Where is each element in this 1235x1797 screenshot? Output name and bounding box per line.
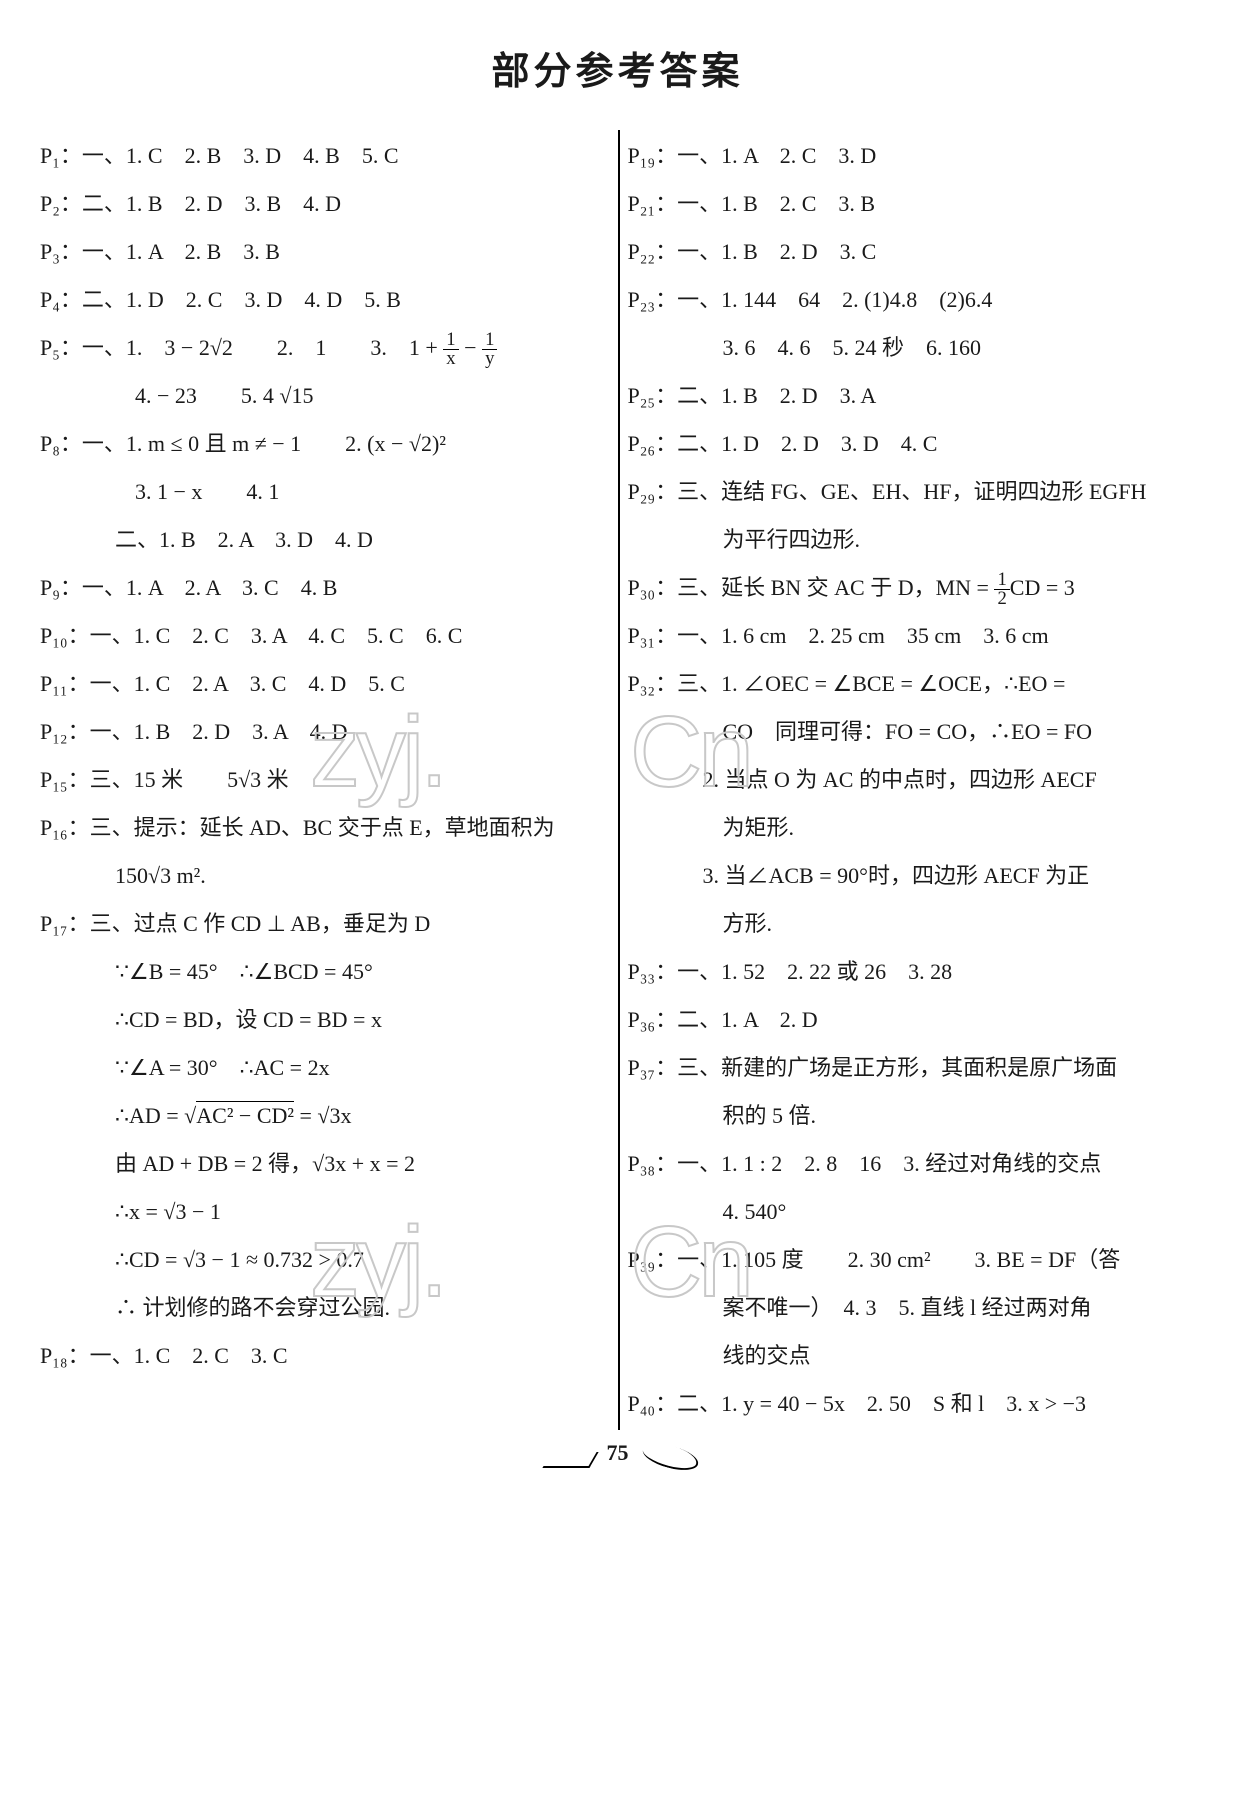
columns-container: zyj. Cn zyj. Cn P₁：一、1. C 2. B 3. D 4. B… (40, 130, 1195, 1430)
fraction: 1x (443, 331, 458, 369)
answer-line: P₃₃：一、1. 52 2. 22 或 26 3. 28 (628, 950, 1196, 994)
answer-line: 积的 5 倍. (628, 1094, 1196, 1138)
page-title: 部分参考答案 (40, 40, 1195, 95)
answer-line: P₁₉：一、1. A 2. C 3. D (628, 134, 1196, 178)
answer-line: P₂₂：一、1. B 2. D 3. C (628, 230, 1196, 274)
answer-line: 线的交点 (628, 1334, 1196, 1378)
fraction: 12 (994, 571, 1009, 609)
answer-line: P₃₁：一、1. 6 cm 2. 25 cm 35 cm 3. 6 cm (628, 614, 1196, 658)
sqrt-expr: AC² − CD² (196, 1101, 294, 1128)
answer-line: ∵∠B = 45° ∴∠BCD = 45° (40, 950, 608, 994)
answer-line: ∴AD = √AC² − CD² = √3x (40, 1094, 608, 1138)
answer-line: ∴ 计划修的路不会穿过公园. (40, 1286, 608, 1330)
answer-line: ∵∠A = 30° ∴AC = 2x (40, 1046, 608, 1090)
page-number: 75 (607, 1440, 629, 1466)
answer-line: 方形. (628, 902, 1196, 946)
answer-line: P₁₆：三、提示：延长 AD、BC 交于点 E，草地面积为 (40, 806, 608, 850)
answer-line: 二、1. B 2. A 3. D 4. D (40, 518, 608, 562)
answer-line: 2. 当点 O 为 AC 的中点时，四边形 AECF (628, 758, 1196, 802)
answer-line: 案不唯一） 4. 3 5. 直线 l 经过两对角 (628, 1286, 1196, 1330)
answer-line: P₃₆：二、1. A 2. D (628, 998, 1196, 1042)
answer-line: ∴CD = √3 − 1 ≈ 0.732 > 0.7 (40, 1238, 608, 1282)
answer-line: P₃₂：三、1. ∠OEC = ∠BCE = ∠OCE，∴EO = (628, 662, 1196, 706)
answer-line: ∴x = √3 − 1 (40, 1190, 608, 1234)
answer-line: P₃：一、1. A 2. B 3. B (40, 230, 608, 274)
answer-line: P₈：一、1. m ≤ 0 且 m ≠ − 1 2. (x − √2)² (40, 422, 608, 466)
answer-line: 3. 6 4. 6 5. 24 秒 6. 160 (628, 326, 1196, 370)
answer-line: 3. 1 − x 4. 1 (40, 470, 608, 514)
column-divider (618, 130, 620, 1430)
answer-line: P₃₀：三、延长 BN 交 AC 于 D，MN = 12CD = 3 (628, 566, 1196, 610)
answer-line: P₁₅：三、15 米 5√3 米 (40, 758, 608, 802)
answer-line: 4. 540° (628, 1190, 1196, 1234)
answer-line: 由 AD + DB = 2 得，√3x + x = 2 (40, 1142, 608, 1186)
text: ∴AD = √ (115, 1103, 196, 1128)
answer-line: P₂：二、1. B 2. D 3. B 4. D (40, 182, 608, 226)
answer-line: P₄：二、1. D 2. C 3. D 4. D 5. B (40, 278, 608, 322)
answer-line: P₄₀：二、1. y = 40 − 5x 2. 50 S 和 l 3. x > … (628, 1382, 1196, 1426)
text: P₃₀：三、延长 BN 交 AC 于 D，MN = (628, 575, 995, 600)
right-column: P₁₉：一、1. A 2. C 3. D P₂₁：一、1. B 2. C 3. … (628, 130, 1196, 1430)
answer-line: P₂₁：一、1. B 2. C 3. B (628, 182, 1196, 226)
answer-line: P₂₅：二、1. B 2. D 3. A (628, 374, 1196, 418)
answer-line: CO 同理可得：FO = CO，∴EO = FO (628, 710, 1196, 754)
answer-line: P₁₁：一、1. C 2. A 3. C 4. D 5. C (40, 662, 608, 706)
answer-line: P₂₆：二、1. D 2. D 3. D 4. C (628, 422, 1196, 466)
text: − (459, 335, 482, 360)
text: = √3x (294, 1103, 351, 1128)
answer-line: P₃₈：一、1. 1 : 2 2. 8 16 3. 经过对角线的交点 (628, 1142, 1196, 1186)
answer-line: ∴CD = BD，设 CD = BD = x (40, 998, 608, 1042)
text: P₅：一、1. 3 − 2√2 2. 1 3. 1 + (40, 335, 443, 360)
answer-line: 150√3 m². (40, 854, 608, 898)
answer-line: P₁：一、1. C 2. B 3. D 4. B 5. C (40, 134, 608, 178)
answer-line: P₁₈：一、1. C 2. C 3. C (40, 1334, 608, 1378)
answer-line: P₉：一、1. A 2. A 3. C 4. B (40, 566, 608, 610)
left-column: P₁：一、1. C 2. B 3. D 4. B 5. C P₂：二、1. B … (40, 130, 608, 1430)
answer-line: P₃₉：一、1. 105 度 2. 30 cm² 3. BE = DF（答 (628, 1238, 1196, 1282)
answer-line: P₁₇：三、过点 C 作 CD ⊥ AB，垂足为 D (40, 902, 608, 946)
text: CD = 3 (1010, 575, 1075, 600)
fraction: 1y (482, 331, 497, 369)
answer-line: P₂₉：三、连结 FG、GE、EH、HF，证明四边形 EGFH (628, 470, 1196, 514)
answer-line: 为矩形. (628, 806, 1196, 850)
answer-line: P₃₇：三、新建的广场是正方形，其面积是原广场面 (628, 1046, 1196, 1090)
answer-line: P₅：一、1. 3 − 2√2 2. 1 3. 1 + 1x − 1y (40, 326, 608, 370)
answer-line: P₁₂：一、1. B 2. D 3. A 4. D (40, 710, 608, 754)
answer-line: P₁₀：一、1. C 2. C 3. A 4. C 5. C 6. C (40, 614, 608, 658)
answer-line: 4. − 23 5. 4 √15 (40, 374, 608, 418)
answer-line: P₂₃：一、1. 144 64 2. (1)4.8 (2)6.4 (628, 278, 1196, 322)
page-number-wrap: 75 (40, 1440, 1195, 1466)
answer-line: 3. 当∠ACB = 90°时，四边形 AECF 为正 (628, 854, 1196, 898)
answer-line: 为平行四边形. (628, 518, 1196, 562)
